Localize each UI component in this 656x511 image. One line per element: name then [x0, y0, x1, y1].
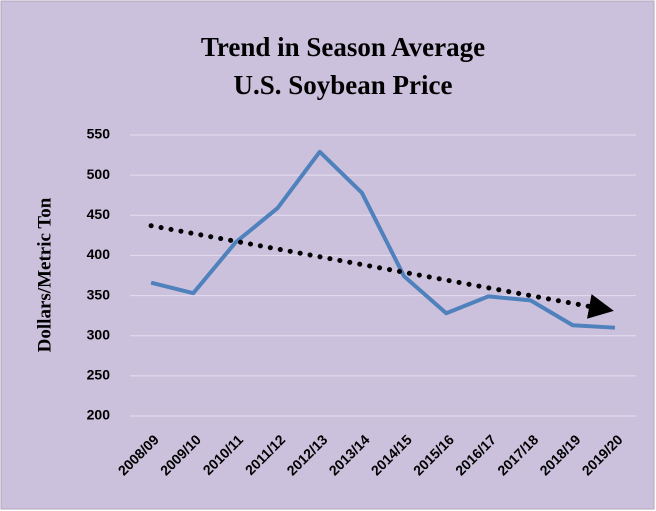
chart-title: Trend in Season Average	[201, 32, 485, 62]
y-tick-label: 200	[87, 407, 111, 423]
data-line	[150, 149, 616, 330]
y-tick-label: 300	[87, 326, 111, 342]
y-tick-label: 350	[87, 286, 111, 302]
y-tick-label: 400	[87, 246, 111, 262]
y-tick-label: 550	[87, 126, 111, 142]
trend-line	[148, 223, 614, 319]
y-tick-label: 500	[87, 166, 111, 182]
y-tick-label: 250	[87, 367, 111, 383]
y-tick-label: 450	[87, 206, 111, 222]
y-axis-label: Dollars/Metric Ton	[34, 197, 55, 352]
chart-title: U.S. Soybean Price	[234, 70, 453, 100]
